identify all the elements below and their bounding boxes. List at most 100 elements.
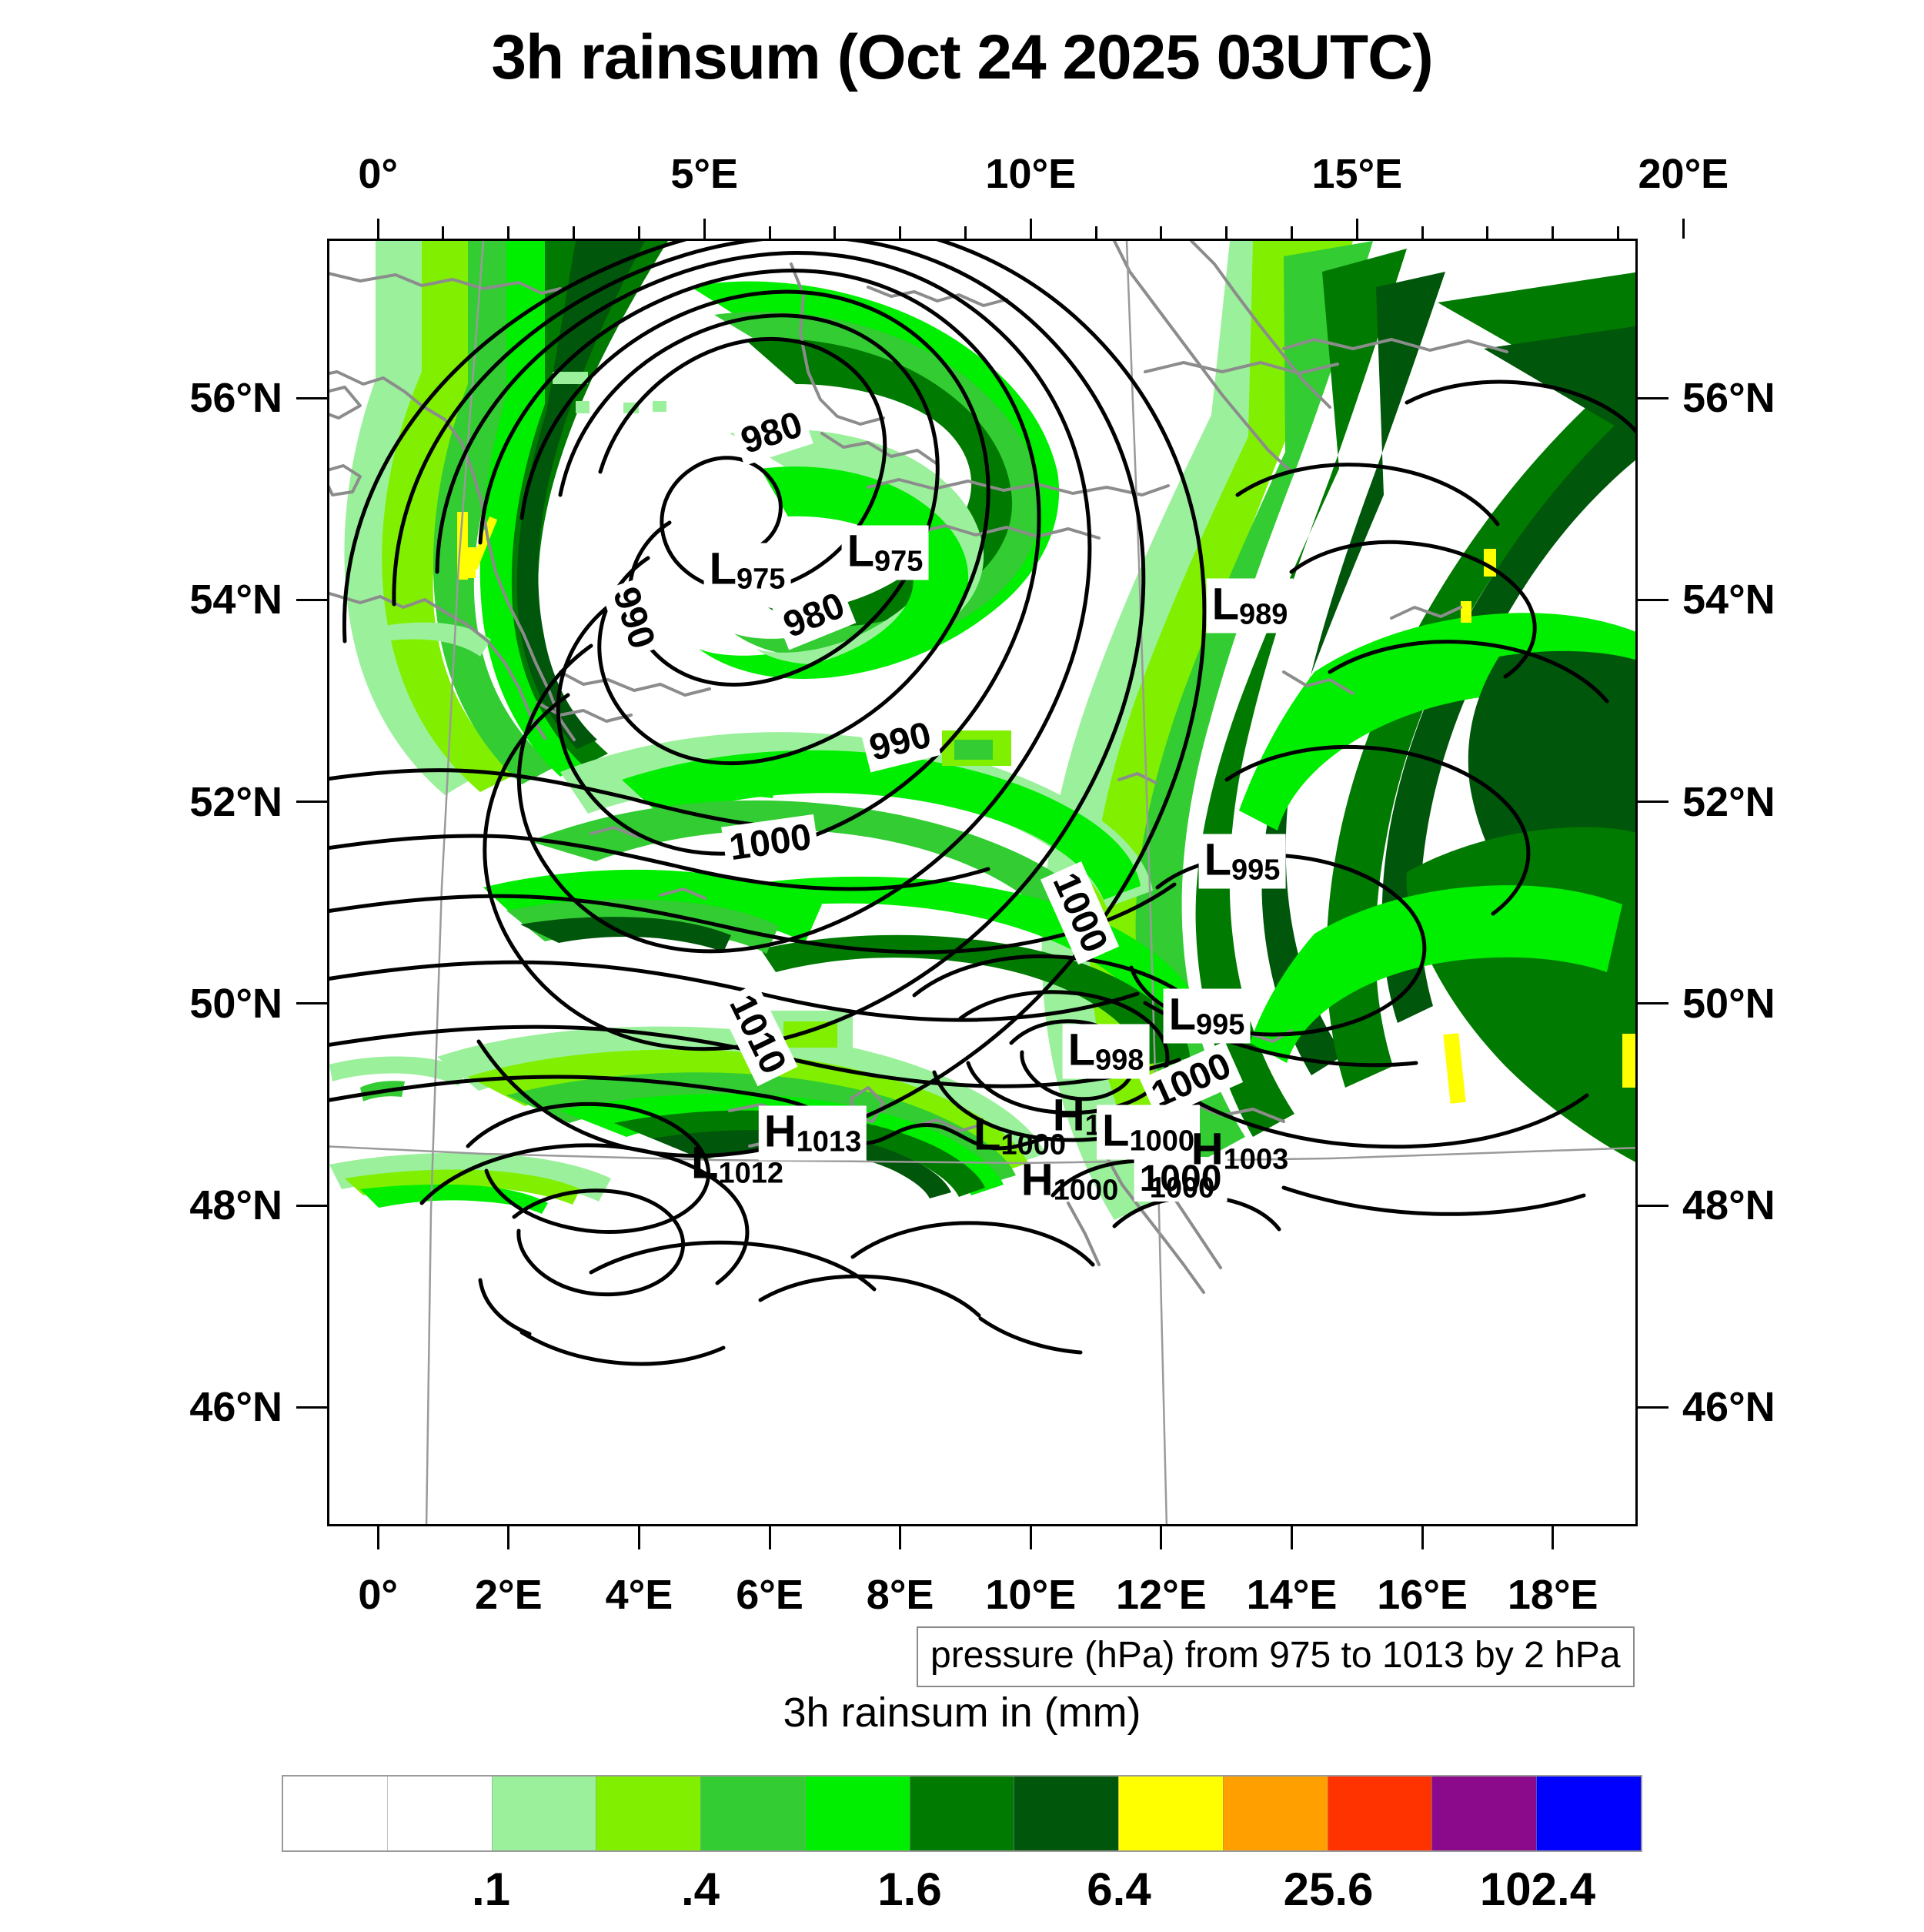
colorbar-tick-1: .4: [680, 1863, 720, 1915]
axis-label-top-3: 15°E: [1311, 151, 1403, 197]
axis-tick: [1638, 1406, 1668, 1409]
pressure-center-l-1000-10: L1000: [1097, 1105, 1200, 1160]
colorbar-segment-1: [386, 1777, 492, 1850]
colorbar-segment-2: [491, 1777, 596, 1850]
axis-tick: [899, 1526, 902, 1549]
axis-label-bottom-5: 10°E: [985, 1572, 1077, 1618]
pressure-center-type: H: [763, 1106, 797, 1157]
axis-tick: [768, 226, 771, 239]
pressure-center-l-998-5: L998: [1062, 1024, 1150, 1079]
axis-label-bottom-1: 2°E: [474, 1572, 543, 1618]
pressure-center-type: L: [1067, 1024, 1096, 1075]
pressure-center-type: L: [1204, 834, 1232, 885]
axis-label-bottom-0: 0°: [358, 1572, 398, 1618]
pressure-center-value: 1013: [796, 1125, 862, 1158]
pressure-center-type: L: [847, 526, 875, 577]
pressure-center-value: 1000: [1053, 1174, 1119, 1207]
axis-tick: [1552, 226, 1555, 239]
axis-tick: [1160, 226, 1163, 239]
axis-tick: [296, 1406, 327, 1409]
map-canvas: [329, 241, 1635, 1524]
axis-label-left-5: 46°N: [189, 1384, 282, 1431]
pressure-center-l-1012-7: L1012: [686, 1138, 789, 1192]
axis-tick: [1638, 1002, 1668, 1005]
axis-tick: [1638, 1204, 1668, 1207]
axis-tick: [1291, 1526, 1293, 1549]
axis-label-right-2: 52°N: [1682, 778, 1775, 825]
colorbar-title: 3h rainsum in (mm): [783, 1690, 1141, 1736]
axis-label-right-3: 50°N: [1682, 980, 1775, 1027]
axis-tick: [899, 226, 902, 239]
axis-tick: [1160, 1526, 1163, 1549]
axis-tick: [507, 226, 510, 239]
colorbar-tick-2: 1.6: [877, 1863, 942, 1915]
axis-tick: [1552, 1526, 1555, 1549]
pressure-center-value: 989: [1239, 598, 1288, 631]
axis-tick: [376, 219, 379, 239]
axis-label-left-2: 52°N: [189, 778, 282, 825]
axis-label-right-1: 54°N: [1682, 577, 1775, 623]
axis-tick: [1638, 598, 1668, 601]
axis-tick: [376, 1526, 379, 1549]
pressure-center-c-1000-13: 1000: [1144, 1152, 1221, 1207]
pressure-center-value: 995: [1196, 1008, 1245, 1041]
axis-tick: [1094, 226, 1097, 239]
axis-tick: [768, 1526, 771, 1549]
graticule: [329, 241, 1635, 1524]
pressure-center-l-989-2: L989: [1206, 578, 1294, 633]
pressure-center-type: L: [974, 1109, 1001, 1160]
axis-label-right-0: 56°N: [1682, 375, 1775, 422]
axis-tick: [1225, 226, 1228, 239]
colorbar-segment-12: [1536, 1777, 1641, 1850]
axis-tick: [1421, 226, 1424, 239]
colorbar-segment-5: [804, 1777, 910, 1850]
axis-tick: [1355, 219, 1358, 239]
axis-tick: [1291, 226, 1293, 239]
axis-tick: [1682, 219, 1685, 239]
axis-tick: [1617, 226, 1620, 239]
pressure-center-type: L: [1102, 1105, 1130, 1156]
axis-label-bottom-3: 6°E: [736, 1572, 803, 1618]
axis-tick: [1638, 396, 1668, 399]
axis-tick: [1421, 1526, 1424, 1549]
axis-tick: [296, 396, 327, 399]
axis-label-bottom-7: 14°E: [1246, 1572, 1338, 1618]
axis-tick: [296, 1204, 327, 1207]
map-plot-area: 980 990 980 990 1000 1000 1010 1000 1000 L975 L97…: [327, 239, 1638, 1526]
colorbar: [282, 1775, 1642, 1852]
axis-tick: [442, 226, 445, 239]
axis-tick: [1029, 1526, 1032, 1549]
pressure-center-type: L: [691, 1138, 719, 1188]
axis-tick: [833, 226, 837, 239]
axis-tick: [1638, 801, 1668, 804]
colorbar-segment-9: [1222, 1777, 1328, 1850]
axis-tick: [1486, 226, 1489, 239]
colorbar-tick-labels: .1 .4 1.6 6.4 25.6 102.4: [282, 1863, 1642, 1932]
pressure-center-l-975-1: L975: [841, 525, 929, 580]
axis-tick: [1029, 219, 1032, 239]
axis-label-top-2: 10°E: [985, 151, 1077, 197]
pressure-center-value: 995: [1231, 854, 1281, 887]
pressure-center-l-1000-8: L1000: [968, 1109, 1071, 1164]
colorbar-segment-0: [283, 1777, 387, 1850]
pressure-center-type: L: [1211, 579, 1240, 630]
pressure-center-value: 1000: [1129, 1125, 1194, 1158]
axis-tick: [296, 598, 327, 601]
pressure-center-l-995-4: L995: [1163, 988, 1251, 1044]
pressure-caption: pressure (hPa) from 975 to 1013 by 2 hPa: [917, 1626, 1635, 1687]
axis-tick: [507, 1526, 510, 1549]
axis-tick: [637, 226, 640, 239]
pressure-center-value: 975: [874, 545, 924, 578]
colorbar-segment-3: [596, 1777, 701, 1850]
axis-label-top-4: 20°E: [1638, 151, 1729, 197]
pressure-center-value: 998: [1095, 1044, 1144, 1077]
axis-tick: [573, 226, 576, 239]
pressure-center-value: 1000: [1000, 1128, 1066, 1162]
pressure-center-h-1000-12: H1000: [1016, 1155, 1124, 1209]
pressure-center-type: H: [1052, 1090, 1085, 1141]
axis-tick: [703, 219, 706, 239]
colorbar-segment-4: [700, 1777, 805, 1850]
axis-label-left-1: 54°N: [189, 577, 282, 623]
colorbar-segment-6: [909, 1777, 1014, 1850]
axis-label-bottom-9: 18°E: [1507, 1572, 1598, 1618]
